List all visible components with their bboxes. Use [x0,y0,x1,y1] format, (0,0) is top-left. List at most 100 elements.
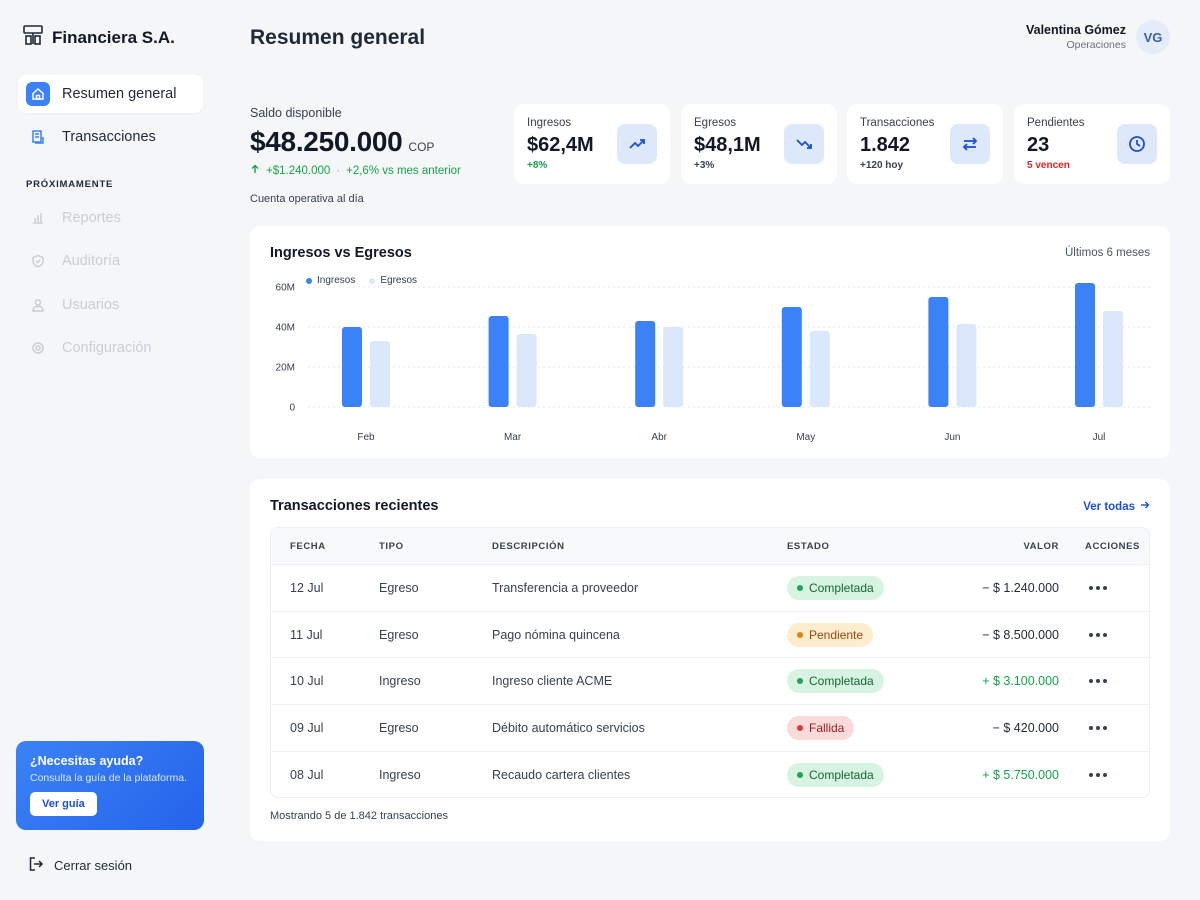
logout-icon [28,856,44,875]
kpi-change: +120 hoy [860,160,904,171]
column-header-valor[interactable]: VALOR [1023,540,1059,552]
cell-valor: − $ 1.240.000 [982,580,1059,595]
table-footer: Mostrando 5 de 1.842 transacciones [270,810,448,822]
sidebar-item-transacciones[interactable]: Transacciones [18,118,203,156]
help-subtitle: Consulta la guía de la plataforma. [30,772,188,784]
balance-change-pct: +2,6% vs mes anterior [346,164,461,177]
trending-up-icon [617,124,657,164]
sidebar-item-label: Reportes [62,210,121,226]
kpi-change: +8% [527,160,548,171]
cell-valor: − $ 8.500.000 [982,627,1059,642]
more-actions-icon[interactable] [1085,582,1113,594]
kpi-value: $62,4M [527,134,594,156]
user-role: Operaciones [1066,39,1126,51]
kpi-label: Egresos [694,117,737,129]
cell-fecha: 12 Jul [290,580,324,595]
more-actions-icon[interactable] [1085,629,1113,641]
column-header-tipo[interactable]: TIPO [379,540,404,552]
column-header-descripcion[interactable]: DESCRIPCIÓN [492,540,565,552]
table-row[interactable]: 11 Jul Egreso Pago nómina quincena Pendi… [271,610,1149,658]
cell-fecha: 08 Jul [290,767,324,782]
x-tick-label: Abr [651,432,667,443]
sidebar-item-reportes: Reportes [18,199,203,237]
balance-amount: $48.250.000 [250,126,403,157]
kpi-card-ingresos[interactable]: Ingresos $62,4M +8% [514,104,670,184]
section-label-upcoming: PRÓXIMAMENTE [26,179,114,190]
sidebar-item-usuarios: Usuarios [18,286,203,324]
kpi-change: 5 vencen [1027,160,1070,171]
sidebar-item-auditoria: Auditoría [18,242,203,280]
brand[interactable]: Financiera S.A. [22,24,175,51]
home-icon [26,82,50,106]
brand-name: Financiera S.A. [52,27,175,47]
column-header-estado[interactable]: ESTADO [787,540,830,552]
bar-ingresos-may [781,307,802,407]
user-menu[interactable]: Valentina Gómez Operaciones VG [1026,20,1170,54]
status-badge: Completada [787,575,884,600]
view-all-link[interactable]: Ver todas [1083,500,1150,513]
cell-descripcion: Transferencia a proveedor [492,580,639,595]
view-guide-button[interactable]: Ver guía [30,792,97,816]
chart-title: Ingresos vs Egresos [270,245,412,261]
balance-note: Cuenta operativa al día [250,193,364,205]
balance-summary: Saldo disponible $48.250.000 COP +$1.240… [250,106,500,205]
transactions-card: Transacciones recientes Ver todas FECHA … [250,479,1170,841]
status-badge: Pendiente [787,622,874,647]
kpi-label: Ingresos [527,117,572,129]
table-row[interactable]: 08 Jul Ingreso Recaudo cartera clientes … [271,750,1149,798]
chart-legend: Ingresos Egresos [306,275,417,286]
clock-icon [1117,124,1157,164]
sidebar-item-label: Resumen general [62,86,177,102]
table-row[interactable]: 12 Jul Egreso Transferencia a proveedor … [271,564,1149,611]
chart-period-selector[interactable]: Últimos 6 meses [1065,247,1150,259]
kpi-label: Transacciones [860,117,935,129]
sidebar-item-label: Auditoría [62,253,121,269]
cell-fecha: 11 Jul [290,627,323,642]
status-label: Completada [809,580,874,595]
kpi-value: $48,1M [694,134,761,156]
kpi-card-transacciones[interactable]: Transacciones 1.842 +120 hoy [847,104,1003,184]
legend-label: Ingresos [317,275,356,286]
balance-label: Saldo disponible [250,106,342,120]
x-tick-label: May [796,432,815,443]
kpi-card-egresos[interactable]: Egresos $48,1M +3% [681,104,837,184]
page-title: Resumen general [250,26,426,49]
arrow-right-icon [1140,500,1150,513]
column-header-fecha[interactable]: FECHA [290,540,326,552]
table-row[interactable]: 09 Jul Egreso Débito automático servicio… [271,704,1149,751]
shield-icon [26,249,50,273]
sidebar: Financiera S.A. Resumen general Transacc… [0,0,220,900]
cell-descripcion: Pago nómina quincena [492,627,620,642]
separator: · [336,164,341,177]
more-actions-icon[interactable] [1085,769,1113,781]
avatar[interactable]: VG [1136,20,1170,54]
bar-ingresos-abr [635,321,656,407]
transactions-table: FECHA TIPO DESCRIPCIÓN ESTADO VALOR ACCI… [270,527,1150,799]
kpi-card-pendientes[interactable]: Pendientes 23 5 vencen [1014,104,1170,184]
cell-tipo: Egreso [379,627,419,642]
kpi-label: Pendientes [1027,117,1085,129]
logout-button[interactable]: Cerrar sesión [28,856,132,875]
gear-icon [26,336,50,360]
bar-ingresos-feb [342,327,362,407]
sidebar-item-resumen-general[interactable]: Resumen general [18,75,203,113]
more-actions-icon[interactable] [1085,675,1113,687]
cell-tipo: Egreso [379,720,419,735]
cell-fecha: 10 Jul [290,674,324,689]
more-actions-icon[interactable] [1085,722,1113,734]
cell-valor: + $ 5.750.000 [982,767,1059,782]
logout-label: Cerrar sesión [54,858,133,873]
bar-ingresos-jul [1075,283,1095,407]
legend-label: Egresos [380,275,418,286]
balance-change: +$1.240.000 · +2,6% vs mes anterior [250,164,500,177]
table-header: FECHA TIPO DESCRIPCIÓN ESTADO VALOR ACCI… [271,528,1149,564]
chart-card: Ingresos vs Egresos Últimos 6 meses Ingr… [250,226,1170,458]
x-tick-label: Feb [357,432,375,443]
sidebar-item-label: Usuarios [62,297,120,313]
view-all-label: Ver todas [1083,500,1135,513]
bar-egresos-jul [1103,311,1123,407]
swap-arrows-icon [950,124,990,164]
bank-logo-icon [22,24,44,51]
cell-fecha: 09 Jul [290,720,324,735]
table-row[interactable]: 10 Jul Ingreso Ingreso cliente ACME Comp… [271,657,1149,704]
